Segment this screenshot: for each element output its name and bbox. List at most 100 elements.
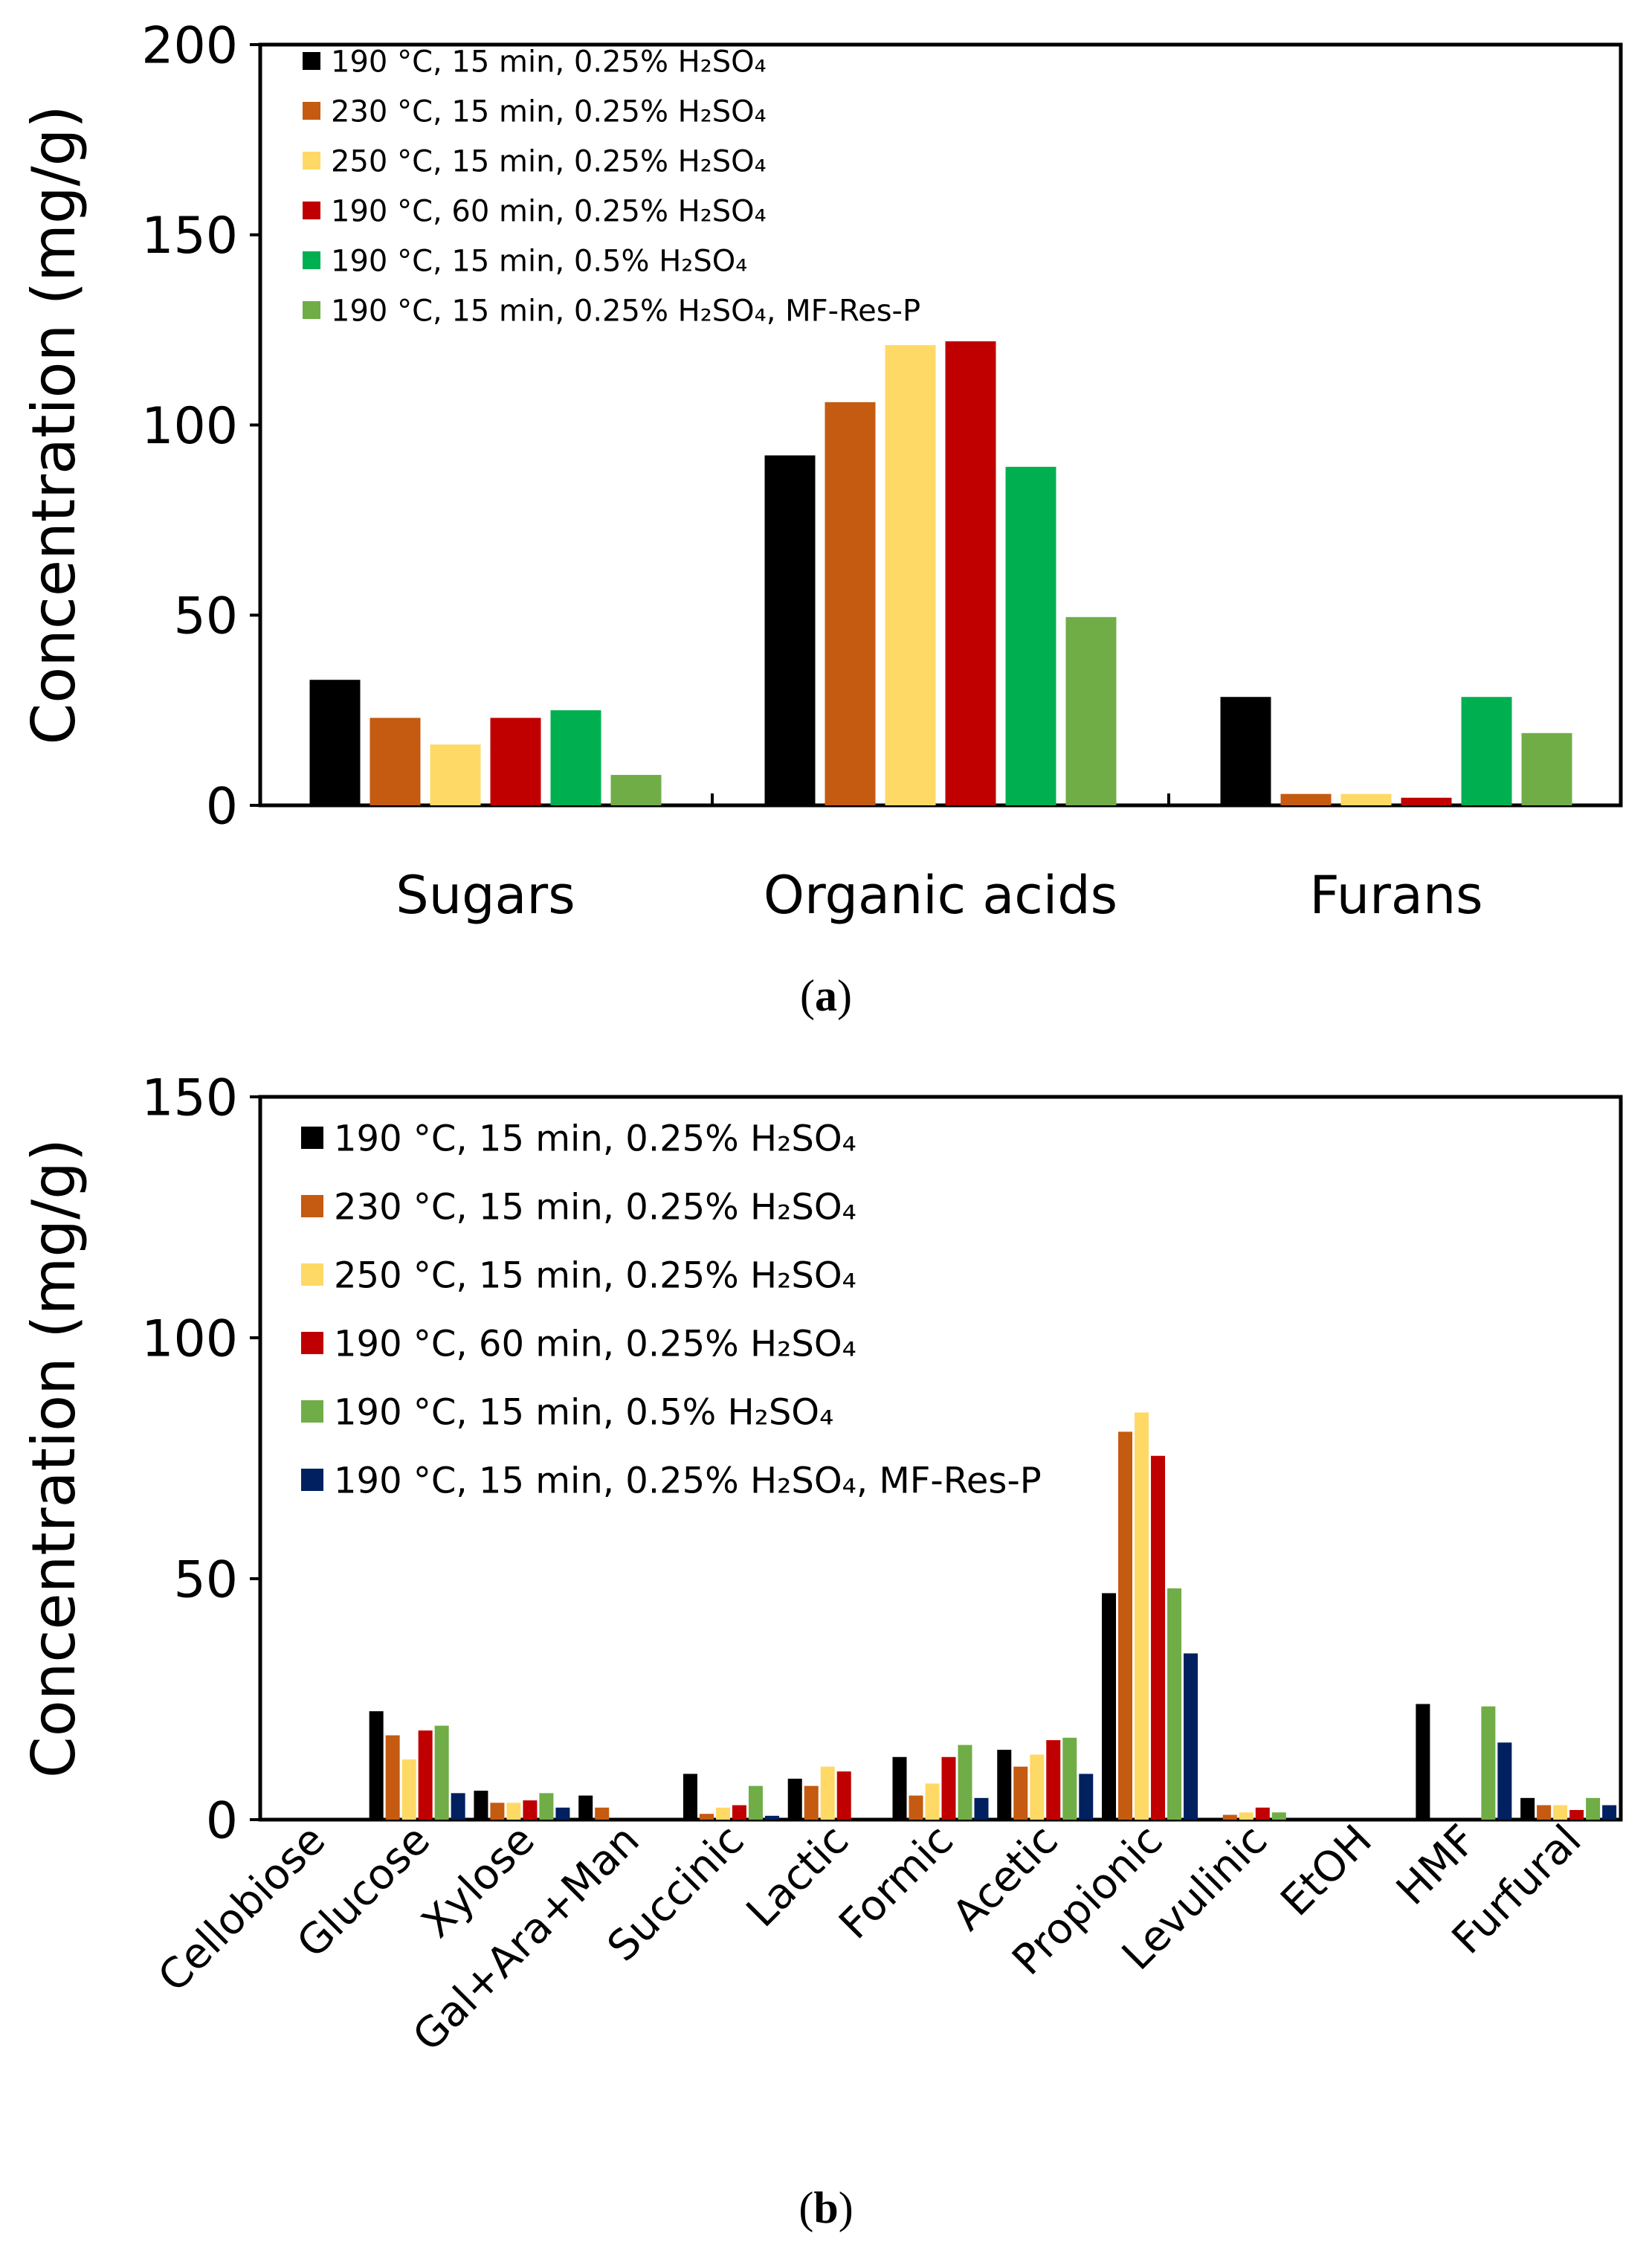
bar-hmf-series-1 (1416, 1704, 1430, 1820)
bar-succinic-series-4 (732, 1805, 746, 1820)
y-tick-label: 50 (173, 1550, 238, 1609)
bar-propionic-series-1 (1102, 1593, 1117, 1820)
bar-sugars-series-1 (309, 680, 361, 805)
legend-swatch-4 (303, 202, 320, 219)
bar-succinic-series-3 (715, 1807, 730, 1820)
bar-glucose-series-6 (451, 1793, 465, 1820)
bar-furans-series-2 (1280, 793, 1332, 805)
bar-acetic-series-2 (1013, 1766, 1028, 1820)
legend-label-4: 190 °C, 60 min, 0.25% H₂SO₄ (331, 194, 767, 228)
x-category-label: Cellobiose (149, 1816, 335, 2002)
bar-organic-acids-series-1 (764, 455, 816, 805)
x-category-label: EtOH (1272, 1816, 1381, 1925)
bar-gal-ara-man-series-1 (578, 1795, 593, 1820)
bar-glucose-series-5 (434, 1725, 449, 1820)
bar-xylose-series-4 (523, 1800, 538, 1820)
y-tick-label: 100 (141, 1310, 238, 1368)
bar-furans-series-4 (1401, 797, 1452, 805)
legend-label-3: 250 °C, 15 min, 0.25% H₂SO₄ (331, 144, 767, 178)
legend-label-5: 190 °C, 15 min, 0.5% H₂SO₄ (331, 244, 747, 278)
bar-xylose-series-6 (555, 1807, 570, 1820)
x-category-label: Formic (830, 1816, 962, 1948)
bar-propionic-series-5 (1167, 1588, 1182, 1820)
legend-swatch-6 (301, 1469, 323, 1491)
bar-organic-acids-series-3 (885, 345, 936, 806)
bar-sugars-series-3 (430, 744, 481, 805)
y-tick-label: 150 (141, 1069, 238, 1127)
bar-lactic-series-2 (804, 1785, 819, 1820)
bar-furfural-series-5 (1586, 1797, 1601, 1820)
y-tick-label: 0 (206, 1791, 238, 1850)
x-category-label: HMF (1387, 1816, 1486, 1915)
bar-acetic-series-6 (1079, 1774, 1094, 1820)
bar-lactic-series-4 (836, 1771, 851, 1820)
legend-label-4: 190 °C, 60 min, 0.25% H₂SO₄ (334, 1323, 856, 1365)
y-tick-label: 0 (206, 777, 238, 836)
plot-frame-b (258, 1095, 1623, 1822)
legend-swatch-2 (303, 102, 320, 120)
bar-furans-series-1 (1220, 697, 1271, 805)
legend-swatch-3 (301, 1263, 323, 1286)
bar-gal-ara-man-series-2 (595, 1807, 610, 1820)
bar-propionic-series-2 (1118, 1431, 1133, 1820)
x-category-label: Sugars (396, 865, 575, 926)
bar-glucose-series-2 (385, 1735, 400, 1820)
legend-swatch-5 (301, 1400, 323, 1423)
bar-furfural-series-3 (1553, 1805, 1568, 1820)
bar-furfural-series-1 (1520, 1797, 1535, 1820)
legend-label-5: 190 °C, 15 min, 0.5% H₂SO₄ (334, 1391, 833, 1433)
legend-label-1: 190 °C, 15 min, 0.25% H₂SO₄ (334, 1118, 856, 1159)
legend-label-2: 230 °C, 15 min, 0.25% H₂SO₄ (331, 94, 767, 129)
bar-succinic-series-2 (699, 1814, 714, 1820)
bar-formic-series-4 (941, 1756, 956, 1820)
x-category-label: Organic acids (764, 865, 1117, 926)
bar-organic-acids-series-4 (945, 341, 996, 806)
bar-sugars-series-5 (550, 710, 601, 805)
bar-levulinic-series-4 (1255, 1807, 1270, 1820)
y-axis-label: Concentration (mg/g) (19, 105, 88, 744)
bar-formic-series-5 (958, 1745, 972, 1820)
bar-succinic-series-5 (748, 1785, 763, 1820)
legend-swatch-1 (301, 1127, 323, 1149)
y-tick-label: 100 (141, 397, 238, 456)
bar-formic-series-1 (892, 1756, 907, 1820)
bar-acetic-series-1 (997, 1750, 1012, 1820)
bar-furfural-series-4 (1569, 1810, 1584, 1820)
bar-acetic-series-4 (1046, 1740, 1061, 1820)
y-tick-label: 200 (141, 16, 238, 75)
bar-formic-series-3 (925, 1783, 940, 1820)
bar-sugars-series-4 (490, 718, 541, 805)
legend-label-2: 230 °C, 15 min, 0.25% H₂SO₄ (334, 1186, 856, 1228)
bar-glucose-series-4 (418, 1730, 433, 1820)
bar-xylose-series-2 (490, 1803, 505, 1820)
bar-propionic-series-6 (1184, 1653, 1198, 1820)
panel-label-b: (b) (798, 2183, 854, 2232)
bar-organic-acids-series-6 (1065, 616, 1117, 805)
bar-levulinic-series-2 (1222, 1814, 1237, 1820)
legend-label-6: 190 °C, 15 min, 0.25% H₂SO₄, MF-Res-P (331, 294, 920, 328)
bar-hmf-series-5 (1481, 1706, 1496, 1820)
bar-lactic-series-1 (787, 1778, 802, 1820)
bar-lactic-series-3 (820, 1766, 835, 1820)
legend-swatch-3 (303, 152, 320, 170)
bar-glucose-series-1 (369, 1711, 384, 1820)
bar-succinic-series-6 (764, 1815, 779, 1820)
bar-xylose-series-5 (539, 1793, 554, 1820)
x-category-label: Furans (1309, 865, 1482, 926)
legend-swatch-6 (303, 301, 320, 319)
bar-organic-acids-series-2 (825, 402, 876, 805)
bar-formic-series-6 (974, 1797, 989, 1820)
y-tick-label: 50 (173, 587, 238, 646)
bar-succinic-series-1 (683, 1774, 697, 1820)
legend-label-1: 190 °C, 15 min, 0.25% H₂SO₄ (331, 45, 767, 79)
bar-furfural-series-2 (1537, 1805, 1552, 1820)
legend-swatch-5 (303, 251, 320, 269)
bar-formic-series-2 (909, 1795, 923, 1820)
bar-furans-series-5 (1461, 697, 1512, 805)
bar-sugars-series-6 (610, 775, 662, 805)
bar-xylose-series-1 (474, 1791, 488, 1820)
bar-organic-acids-series-5 (1005, 466, 1056, 805)
bar-xylose-series-3 (506, 1803, 521, 1820)
bar-propionic-series-3 (1135, 1412, 1149, 1820)
